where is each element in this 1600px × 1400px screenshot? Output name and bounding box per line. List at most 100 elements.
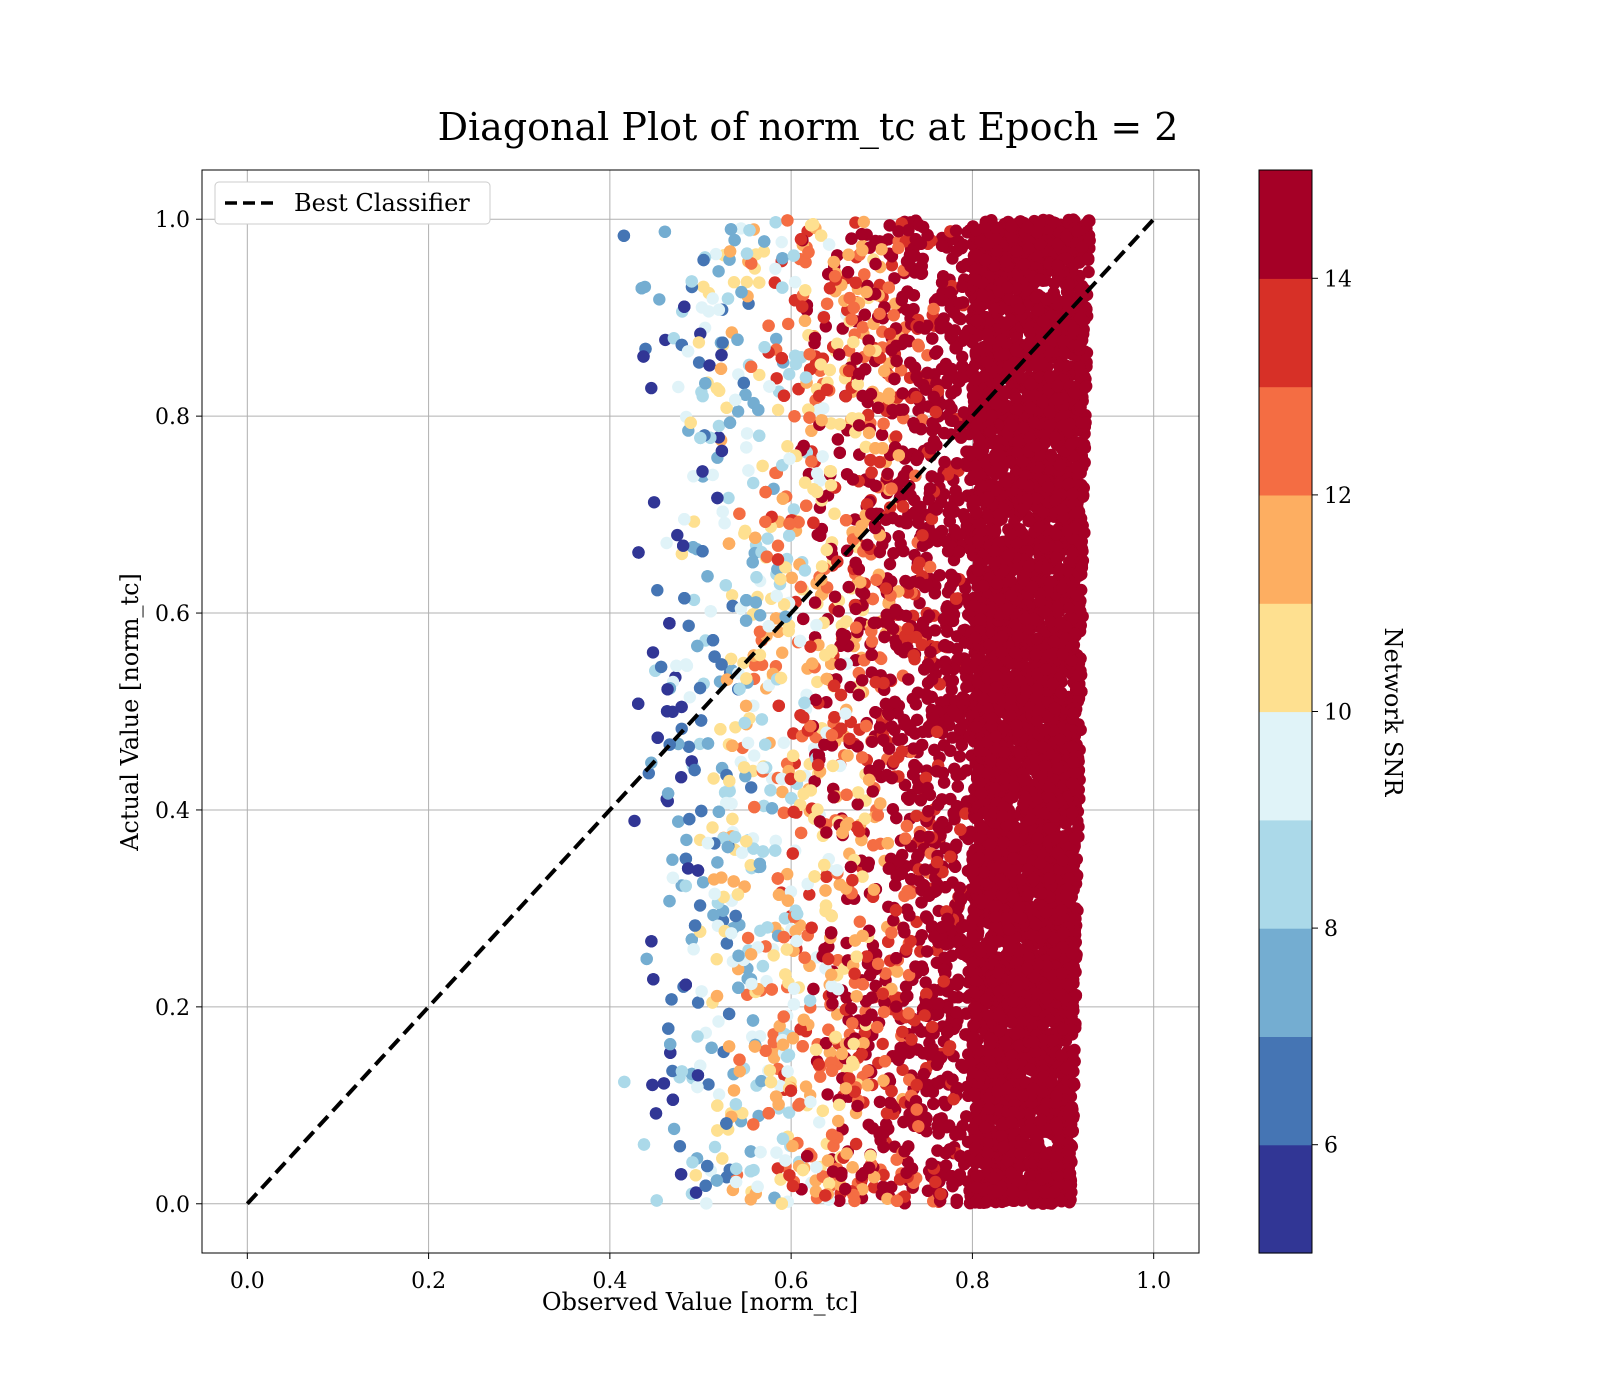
scatter-point (775, 235, 788, 249)
scatter-point (851, 798, 864, 811)
scatter-point (729, 721, 742, 734)
scatter-point (748, 749, 761, 762)
scatter-point (737, 376, 750, 390)
scatter-point (956, 350, 969, 363)
scatter-point (839, 390, 853, 403)
scatter-point (691, 996, 705, 1009)
scatter-point (696, 390, 709, 403)
scatter-point (946, 731, 959, 744)
scatter-point (722, 1040, 736, 1053)
scatter-point (881, 1192, 894, 1206)
scatter-point (683, 691, 696, 704)
scatter-point (910, 809, 923, 823)
scatter-point (825, 1128, 839, 1142)
scatter-point (876, 1037, 889, 1051)
scatter-point (731, 405, 745, 418)
scatter-point (803, 888, 816, 901)
scatter-point (950, 1193, 963, 1207)
scatter-point (715, 871, 728, 884)
scatter-point (816, 450, 829, 463)
scatter-point (646, 1078, 659, 1092)
scatter-point (707, 772, 720, 785)
scatter-point (743, 224, 756, 237)
scatter-point (687, 593, 701, 607)
scatter-point (666, 1064, 679, 1078)
scatter-point (832, 1114, 845, 1128)
scatter-point (646, 646, 660, 659)
scatter-point (660, 536, 673, 550)
scatter-point (771, 539, 785, 552)
scatter-point (857, 215, 870, 229)
scatter-point (770, 332, 783, 346)
scatter-point (748, 659, 762, 672)
scatter-point (888, 372, 901, 386)
scatter-point (833, 446, 846, 459)
scatter-point (865, 635, 879, 648)
scatter-point (781, 867, 794, 881)
scatter-point (687, 515, 701, 528)
scatter-point (820, 870, 833, 883)
scatter-point (883, 557, 897, 571)
scatter-point (637, 1138, 651, 1151)
scatter-point (672, 380, 685, 394)
scatter-point (666, 1093, 680, 1106)
scatter-point (746, 556, 759, 569)
scatter-point (733, 1065, 746, 1078)
scatter-point (703, 359, 716, 372)
scatter-point (744, 1193, 757, 1206)
scatter-point (702, 1078, 715, 1091)
scatter-point (760, 550, 774, 563)
scatter-point (919, 976, 932, 989)
scatter-point (672, 815, 685, 828)
scatter-point (875, 243, 888, 256)
scatter-point (900, 819, 914, 833)
scatter-point (776, 646, 789, 659)
scatter-point (751, 1180, 764, 1193)
chart-title: Diagonal Plot of norm_tc at Epoch = 2 (438, 105, 1179, 150)
scatter-point (853, 915, 866, 928)
scatter-point (702, 305, 715, 318)
scatter-point (666, 853, 679, 866)
scatter-point (682, 619, 695, 632)
scatter-point (811, 675, 824, 689)
scatter-point (928, 528, 941, 541)
scatter-point (691, 1030, 704, 1043)
scatter-point (740, 275, 754, 289)
scatter-point (712, 303, 726, 316)
scatter-point (673, 1140, 687, 1153)
scatter-point (675, 771, 688, 784)
scatter-point (724, 223, 738, 236)
scatter-point (820, 297, 834, 310)
scatter-point (841, 266, 855, 279)
scatter-point (819, 884, 832, 897)
scatter-point (849, 1137, 863, 1151)
scatter-point (693, 899, 707, 912)
scatter-point (877, 1168, 890, 1182)
scatter-point (687, 943, 700, 956)
scatter-point (809, 693, 822, 707)
scatter-point (885, 259, 899, 272)
scatter-point (773, 1019, 786, 1033)
scatter-point (735, 285, 748, 299)
scatter-point (769, 262, 782, 275)
scatter-point (707, 908, 720, 922)
scatter-point (719, 579, 732, 592)
scatter-point (696, 876, 710, 889)
scatter-point (783, 368, 796, 381)
scatter-point (686, 1156, 699, 1169)
scatter-point (814, 1070, 827, 1083)
scatter-point (685, 275, 698, 288)
scatter-point (738, 524, 752, 538)
scatter-point (727, 1084, 741, 1097)
scatter-point (706, 821, 719, 834)
scatter-point (667, 1122, 681, 1136)
scatter-point (736, 1107, 749, 1120)
scatter-point (653, 293, 666, 306)
scatter-point (755, 713, 769, 726)
scatter-point (691, 1080, 704, 1094)
scatter-point (651, 584, 664, 597)
scatter-point (747, 476, 760, 490)
scatter-point (753, 368, 766, 382)
scatter-point (782, 1106, 796, 1119)
scatter-point (919, 910, 933, 923)
